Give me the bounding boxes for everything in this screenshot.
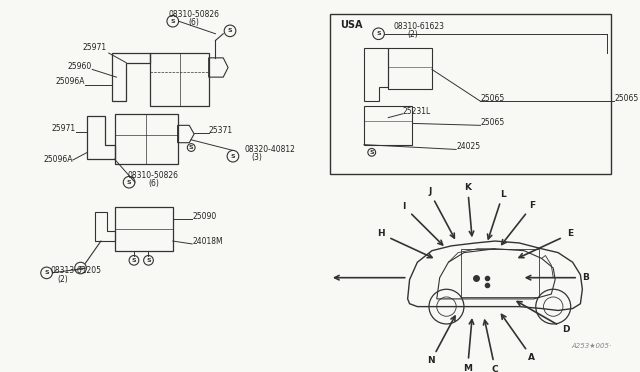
Text: M: M	[463, 364, 472, 372]
Text: 25960: 25960	[68, 62, 92, 71]
Text: 25090: 25090	[192, 212, 216, 221]
Text: K: K	[464, 183, 471, 192]
Text: (6): (6)	[189, 18, 200, 27]
Text: I: I	[403, 202, 406, 211]
Bar	[150, 53, 209, 106]
Text: (2): (2)	[58, 275, 68, 283]
Text: 25065: 25065	[614, 94, 639, 103]
Text: USA: USA	[340, 20, 362, 30]
Text: (6): (6)	[148, 179, 159, 188]
Text: S: S	[170, 19, 175, 24]
Text: 25971: 25971	[83, 43, 107, 52]
Text: S: S	[78, 266, 83, 270]
Text: A253★005·: A253★005·	[572, 343, 611, 349]
Text: S: S	[189, 145, 193, 150]
Text: N: N	[428, 356, 435, 365]
Text: A: A	[528, 353, 535, 362]
Bar	[115, 207, 173, 251]
Text: 25231L: 25231L	[403, 107, 431, 116]
Text: B: B	[582, 273, 589, 282]
Text: D: D	[562, 325, 570, 334]
Text: F: F	[529, 202, 535, 211]
Text: J: J	[428, 187, 431, 196]
Text: C: C	[492, 365, 499, 372]
Bar	[461, 249, 539, 297]
Text: 24025: 24025	[456, 142, 480, 151]
Text: S: S	[230, 154, 236, 159]
Bar	[115, 114, 178, 164]
Bar	[330, 15, 611, 174]
Text: 24018M: 24018M	[192, 237, 223, 246]
Text: 25371: 25371	[209, 126, 233, 135]
Text: 08310-50826: 08310-50826	[168, 10, 220, 19]
Text: 08320-40812: 08320-40812	[244, 145, 296, 154]
Text: L: L	[500, 190, 506, 199]
Text: 08313-61205: 08313-61205	[51, 266, 102, 275]
Text: (3): (3)	[252, 153, 262, 162]
Text: 25096A: 25096A	[56, 77, 85, 86]
Text: S: S	[132, 258, 136, 263]
Bar	[364, 106, 413, 145]
Text: S: S	[376, 31, 381, 36]
Text: 08310-61623: 08310-61623	[393, 22, 444, 31]
Text: 25096A: 25096A	[44, 155, 73, 164]
Text: 08310-50826: 08310-50826	[128, 171, 179, 180]
Text: S: S	[228, 28, 232, 33]
Text: H: H	[378, 230, 385, 238]
Text: 25065: 25065	[481, 94, 505, 103]
Text: S: S	[369, 150, 374, 155]
Text: (2): (2)	[408, 30, 419, 39]
Bar	[388, 48, 432, 89]
Text: S: S	[44, 270, 49, 275]
Text: 25065: 25065	[481, 118, 505, 127]
Text: 25971: 25971	[52, 124, 76, 133]
Text: S: S	[146, 258, 151, 263]
Text: E: E	[567, 230, 573, 238]
Text: S: S	[127, 180, 131, 185]
